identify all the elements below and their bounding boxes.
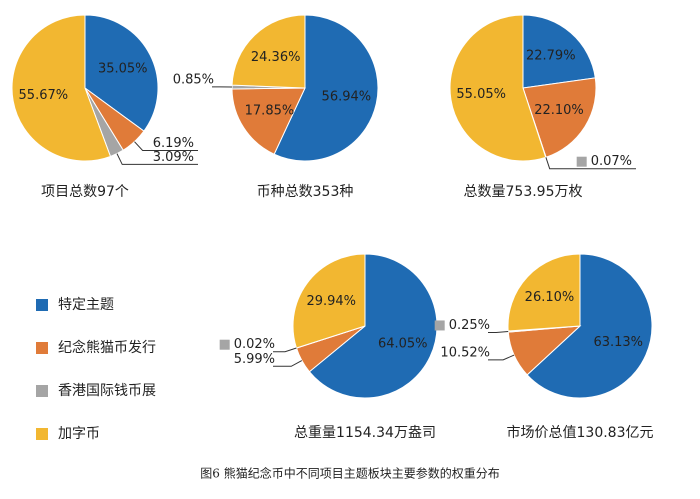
pie-slice	[522, 14, 596, 89]
pie-slice	[11, 14, 112, 162]
leader-line	[488, 354, 515, 361]
data-label: 0.85%	[173, 72, 214, 87]
data-label: 55.05%	[456, 87, 506, 102]
data-label: 22.10%	[534, 103, 584, 118]
pie-slice	[292, 253, 366, 349]
chart-title: 币种总数353种	[257, 184, 354, 200]
label-key	[576, 156, 587, 167]
chart-title: 总重量1154.34万盎司	[294, 425, 436, 441]
caption: 图6 熊猫纪念币中不同项目主题板块主要参数的权重分布	[200, 466, 499, 481]
label-key	[219, 339, 230, 350]
data-label: 0.07%	[591, 154, 632, 169]
data-label: 10.52%	[440, 345, 490, 360]
data-label: 26.10%	[525, 290, 575, 305]
legend-label: 加字币	[58, 426, 100, 442]
leader-line	[134, 141, 198, 151]
pie-slice	[522, 77, 597, 158]
legend-swatch	[36, 385, 48, 397]
data-label: 6.19%	[153, 136, 194, 151]
leader-line	[273, 347, 297, 353]
data-label: 5.99%	[234, 352, 275, 367]
data-label: 29.94%	[306, 294, 356, 309]
legend-swatch	[36, 428, 48, 440]
leader-line	[273, 360, 303, 367]
legend-swatch	[36, 299, 48, 311]
pie-slice	[507, 253, 581, 332]
data-label: 56.94%	[322, 90, 372, 105]
legend-label: 特定主题	[58, 297, 114, 313]
label-key	[434, 320, 445, 331]
chart-title: 项目总数97个	[41, 184, 129, 200]
legend-label: 香港国际钱币展	[58, 383, 156, 399]
pie-slice	[231, 14, 306, 89]
pie-slice	[449, 14, 547, 162]
pie-slice	[308, 253, 438, 399]
data-label: 17.85%	[245, 103, 295, 118]
data-label: 64.05%	[378, 336, 428, 351]
pie-slice	[526, 253, 653, 399]
data-label: 3.09%	[153, 150, 194, 165]
data-label: 24.36%	[251, 50, 301, 65]
data-label: 35.05%	[98, 61, 148, 76]
pie-slice	[84, 14, 159, 132]
legend-label: 纪念熊猫币发行	[58, 339, 156, 356]
data-label: 22.79%	[526, 49, 576, 64]
data-label: 0.02%	[234, 337, 275, 352]
leader-line	[545, 157, 636, 170]
data-label: 55.67%	[19, 88, 69, 103]
leader-line	[116, 153, 198, 165]
legend-swatch	[36, 342, 48, 354]
pie-slice	[231, 87, 306, 155]
leader-line	[488, 331, 509, 333]
data-label: 0.25%	[449, 318, 490, 333]
data-label: 63.13%	[593, 335, 643, 350]
chart-title: 总数量753.95万枚	[464, 184, 583, 200]
pie-slice	[273, 14, 379, 162]
chart-title: 市场价总值130.83亿元	[507, 424, 654, 441]
